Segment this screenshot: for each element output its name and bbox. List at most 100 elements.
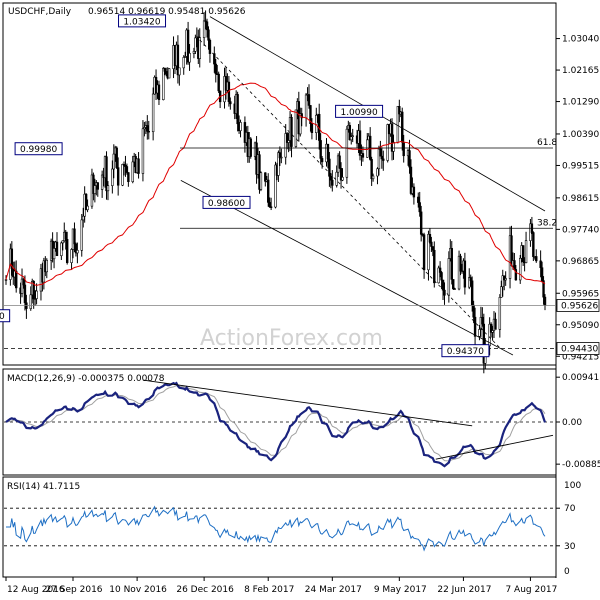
candle-body [188,52,191,63]
rsi-layer [4,505,553,552]
candle-body [52,248,56,260]
price-tick-label: 0.94215 [562,352,599,362]
candle-body [207,29,210,41]
candle-body [463,260,467,288]
price-tick-label: 0.98615 [562,194,599,204]
x-tick-label: 10 Nov 2016 [109,585,167,595]
candle-body [93,185,97,194]
candle-body [92,174,95,194]
price-tick-label: 0.95965 [562,289,599,299]
candle-body [447,258,451,296]
price-layer: 61.8 38.2 1.03420 0.99980 0.98600 1.00990 0.95… [0,10,557,374]
candle-body [131,161,134,183]
candle-body [350,136,353,141]
candle-body [183,56,187,58]
candle-body [376,168,379,177]
price-annotation-label: 0.95480 [0,312,5,322]
candle-body [285,133,289,143]
support-price-tag: 0.94430 [561,345,598,355]
candle-body [146,125,149,132]
candle-body [14,270,18,289]
candle-body [498,297,502,330]
candle-body [258,154,261,190]
candle-body [539,260,542,269]
price-annotation-label: 1.00990 [340,108,377,118]
candle-body [309,105,312,124]
candle-body [176,44,180,76]
candle-body [433,249,436,284]
macd-tick-label: -0.008852 [562,460,600,470]
macd-tick-label: 0.00 [562,418,582,428]
price-annotation-label: 0.98600 [208,199,245,209]
x-tick-label: 27 Sep 2016 [45,585,102,595]
candle-body [147,131,150,133]
candle-body [96,182,99,190]
candle-body [386,124,389,161]
candle-body [489,323,493,333]
candle-body [165,71,168,75]
candle-body [440,272,443,281]
candle-body [45,259,48,273]
candle-body [127,172,130,183]
candle-body [341,176,344,181]
candles [4,10,547,374]
x-tick-label: 22 Jun 2017 [437,585,491,595]
candle-body [280,156,283,159]
candle-body [519,257,522,281]
fib-level-label: 61.8 [537,138,557,148]
price-annotation-label: 0.94370 [447,347,484,357]
candle-body [284,133,287,158]
candle-body [267,179,270,203]
macd-tick-label: 0.009411 [562,373,600,383]
candle-body [35,290,38,299]
candle-body [438,267,442,273]
price-annotation-box [14,142,63,156]
candle-body [473,316,477,337]
candle-body [55,241,59,257]
candle-body [151,93,155,133]
candle-body [20,278,24,294]
candle-body [361,153,365,158]
price-tick-label: 1.02165 [562,66,599,76]
candle-body [229,101,232,105]
price-annotation-box [335,104,384,118]
candle-body [470,280,474,306]
candle-body [287,140,290,143]
candle-body [141,128,145,174]
candle-body [543,296,547,306]
candle-body [501,275,504,288]
candle-body [268,202,271,208]
watermark: ActionForex.com [200,326,383,351]
macd-line [5,381,547,468]
candle-body [339,168,343,181]
candle-body [111,168,114,186]
candle-body [122,164,126,166]
candle-body [500,286,503,298]
channel-lower-line [180,180,514,356]
candle-body [106,185,110,192]
candle-body [459,255,462,272]
candle-body [382,158,385,161]
price-annotation-box [118,14,167,28]
candle-body [264,172,267,182]
candle-body [494,318,497,330]
candle-body [205,21,209,31]
macd-signal-line [5,385,546,462]
price-annotation-box [441,344,490,358]
price-tick-label: 1.03040 [562,35,599,45]
candle-body [319,140,322,159]
candle-body [488,323,491,347]
rsi-tick-label: 30 [564,542,576,552]
rsi-line [6,505,546,552]
price-tick-label: 1.00390 [562,130,599,140]
candle-body [217,73,220,92]
price-annotation-box [0,309,11,323]
candle-body [121,164,124,186]
fib-level-label: 38.2 [537,218,557,228]
candle-body [208,39,212,54]
candle-body [345,128,349,178]
candle-body [32,280,35,300]
rsi-tick-label: 70 [564,504,576,514]
